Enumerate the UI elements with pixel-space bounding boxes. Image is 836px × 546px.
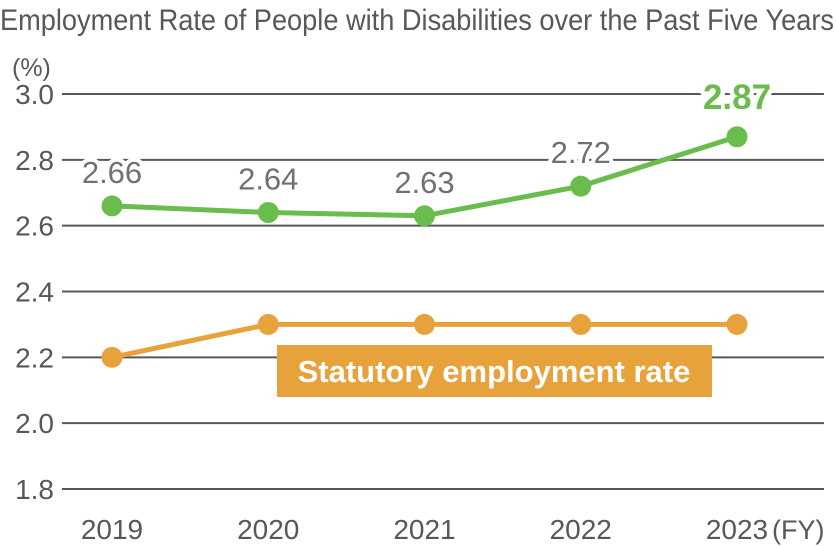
gridlines-group: 3.0 2.8 2.6 2.4 2.2 2.0 1.8 [15, 79, 824, 505]
point-label-2023: 2.87 [703, 78, 771, 117]
x-tick-label-2023: 2023 [706, 514, 768, 545]
data-labels-group: 2.66 2.64 2.63 2.72 2.87 [78, 73, 776, 204]
point-label-2022: 2.72 [551, 135, 611, 170]
chart-title: Employment Rate of People with Disabilit… [0, 4, 834, 37]
data-point-2020-2.3 [257, 313, 279, 335]
point-label-2020: 2.64 [238, 162, 298, 197]
data-point-2020-2.64 [257, 202, 279, 223]
data-point-2021-2.63 [414, 205, 435, 227]
y-tick-label-3.0: 3.0 [15, 79, 54, 110]
fiscal-year-suffix-label: (FY) [772, 515, 824, 545]
data-point-2019-2.2 [101, 346, 123, 368]
statutory-rate-label: Statutory employment rate [298, 354, 691, 389]
statutory-rate-label-box [277, 345, 712, 397]
data-point-2019-2.66 [101, 195, 123, 217]
axis-labels-group: 2019 2020 2021 2022 2023 (FY) [81, 514, 825, 545]
y-axis-unit-label: (%) [12, 54, 51, 82]
y-tick-label-2.8: 2.8 [15, 145, 54, 176]
y-tick-label-1.8: 1.8 [15, 474, 54, 505]
series-group [101, 126, 748, 368]
data-point-2022-2.72 [570, 175, 592, 197]
data-point-2023-2.3 [726, 313, 748, 335]
statutory-rate-callout: Statutory employment rate [277, 345, 712, 397]
data-point-2023-2.87 [726, 126, 748, 148]
data-point-2021-2.3 [414, 313, 435, 335]
point-label-2019: 2.66 [82, 155, 142, 190]
x-tick-label-2021: 2021 [393, 514, 455, 545]
y-tick-label-2.6: 2.6 [15, 211, 54, 242]
x-tick-label-2020: 2020 [237, 514, 299, 545]
y-tick-label-2.4: 2.4 [15, 277, 54, 308]
data-point-2022-2.3 [570, 313, 592, 335]
point-label-2021: 2.63 [394, 165, 454, 200]
x-tick-label-2022: 2022 [550, 514, 612, 545]
y-tick-label-2.2: 2.2 [15, 342, 54, 373]
x-tick-label-2019: 2019 [81, 514, 143, 545]
y-tick-label-2.0: 2.0 [15, 408, 54, 439]
